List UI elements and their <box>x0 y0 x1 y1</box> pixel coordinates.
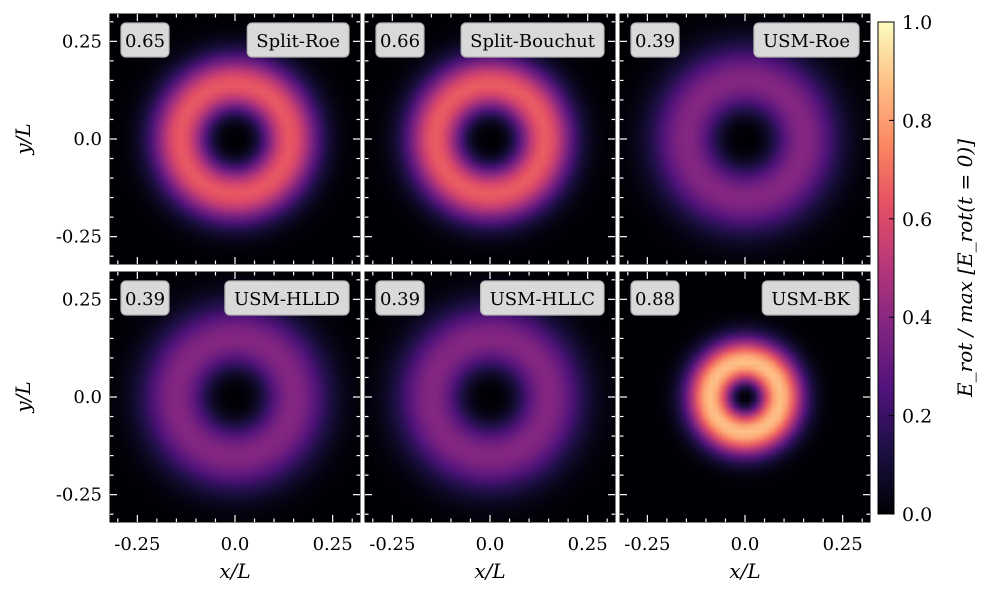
panel-usm-roe: 0.39 USM-Roe <box>619 13 871 265</box>
panel-usm-hlld: 0.39 USM-HLLD 0.25 0.0 -0.25 y/L -0.25 0.0 0.25 x… <box>11 271 361 583</box>
peak-value: 0.66 <box>380 31 420 52</box>
y-axis-label: y/L <box>11 381 35 413</box>
colorbar: 0.0 0.2 0.4 0.6 0.8 1.0 E_rot / max [E_rot(t =… <box>877 12 977 526</box>
peak-badge <box>630 22 680 58</box>
colorbar-tick-label: 0.6 <box>902 209 932 231</box>
method-badge <box>761 280 860 316</box>
method-badge <box>246 22 350 58</box>
panel-split-roe: 0.65 Split-Roe 0.25 0.0 -0.25 y/L <box>11 13 361 265</box>
x-axis-label: x/L <box>474 559 505 583</box>
x-tick-label: -0.25 <box>624 534 670 555</box>
peak-value: 0.39 <box>380 289 420 310</box>
method-badge <box>753 22 860 58</box>
axis-ticks <box>110 14 870 522</box>
peak-badge <box>120 22 170 58</box>
peak-badge <box>375 280 425 316</box>
heatmap-panels: 0.65 Split-Roe 0.25 0.0 -0.25 y/L 0.66 Split-Bo… <box>11 13 871 583</box>
method-label: USM-HLLD <box>234 289 340 310</box>
y-tick-label: 0.25 <box>62 31 102 52</box>
colorbar-tick-label: 0.0 <box>902 504 932 526</box>
x-tick-label: 0.25 <box>313 534 353 555</box>
x-tick-label: 0.0 <box>731 534 760 555</box>
x-tick-label: 0.0 <box>476 534 505 555</box>
y-tick-label: 0.0 <box>73 129 102 150</box>
peak-badge <box>375 22 425 58</box>
method-badge <box>480 280 605 316</box>
method-label: USM-BK <box>771 289 850 310</box>
colorbar-tick-label: 1.0 <box>902 12 932 34</box>
method-label: USM-Roe <box>763 31 850 52</box>
peak-value: 0.88 <box>635 289 675 310</box>
y-tick-label: 0.25 <box>62 289 102 310</box>
colorbar-tick-label: 0.4 <box>902 307 932 329</box>
y-tick-label: -0.25 <box>56 485 102 506</box>
colorbar-label: E_rot / max [E_rot(t = 0)] <box>953 139 977 398</box>
y-tick-label: 0.0 <box>73 387 102 408</box>
colorbar-gradient <box>877 21 895 515</box>
peak-badge <box>630 280 680 316</box>
panel-usm-bk: 0.88 USM-BK -0.25 0.0 0.25 x/L <box>619 271 871 583</box>
colorbar-tick-label: 0.2 <box>902 406 932 428</box>
x-tick-label: 0.0 <box>221 534 250 555</box>
panel-split-bouchut: 0.66 Split-Bouchut <box>364 13 616 265</box>
method-label: Split-Roe <box>256 31 340 52</box>
x-axis-label: x/L <box>729 559 760 583</box>
colorbar-tick-label: 0.8 <box>902 110 932 132</box>
x-tick-label: 0.25 <box>823 534 863 555</box>
method-badge <box>460 22 605 58</box>
method-badge <box>224 280 350 316</box>
x-axis-label: x/L <box>219 559 250 583</box>
peak-value: 0.65 <box>125 31 165 52</box>
x-tick-label: -0.25 <box>369 534 415 555</box>
method-label: Split-Bouchut <box>470 31 596 52</box>
peak-badge <box>120 280 170 316</box>
y-tick-label: -0.25 <box>56 227 102 248</box>
panel-usm-hllc: 0.39 USM-HLLC -0.25 0.0 0.25 x/L <box>364 271 616 583</box>
y-axis-label: y/L <box>11 123 35 155</box>
peak-value: 0.39 <box>125 289 165 310</box>
x-tick-label: -0.25 <box>114 534 160 555</box>
method-label: USM-HLLC <box>490 289 595 310</box>
x-tick-label: 0.25 <box>568 534 608 555</box>
peak-value: 0.39 <box>635 31 675 52</box>
